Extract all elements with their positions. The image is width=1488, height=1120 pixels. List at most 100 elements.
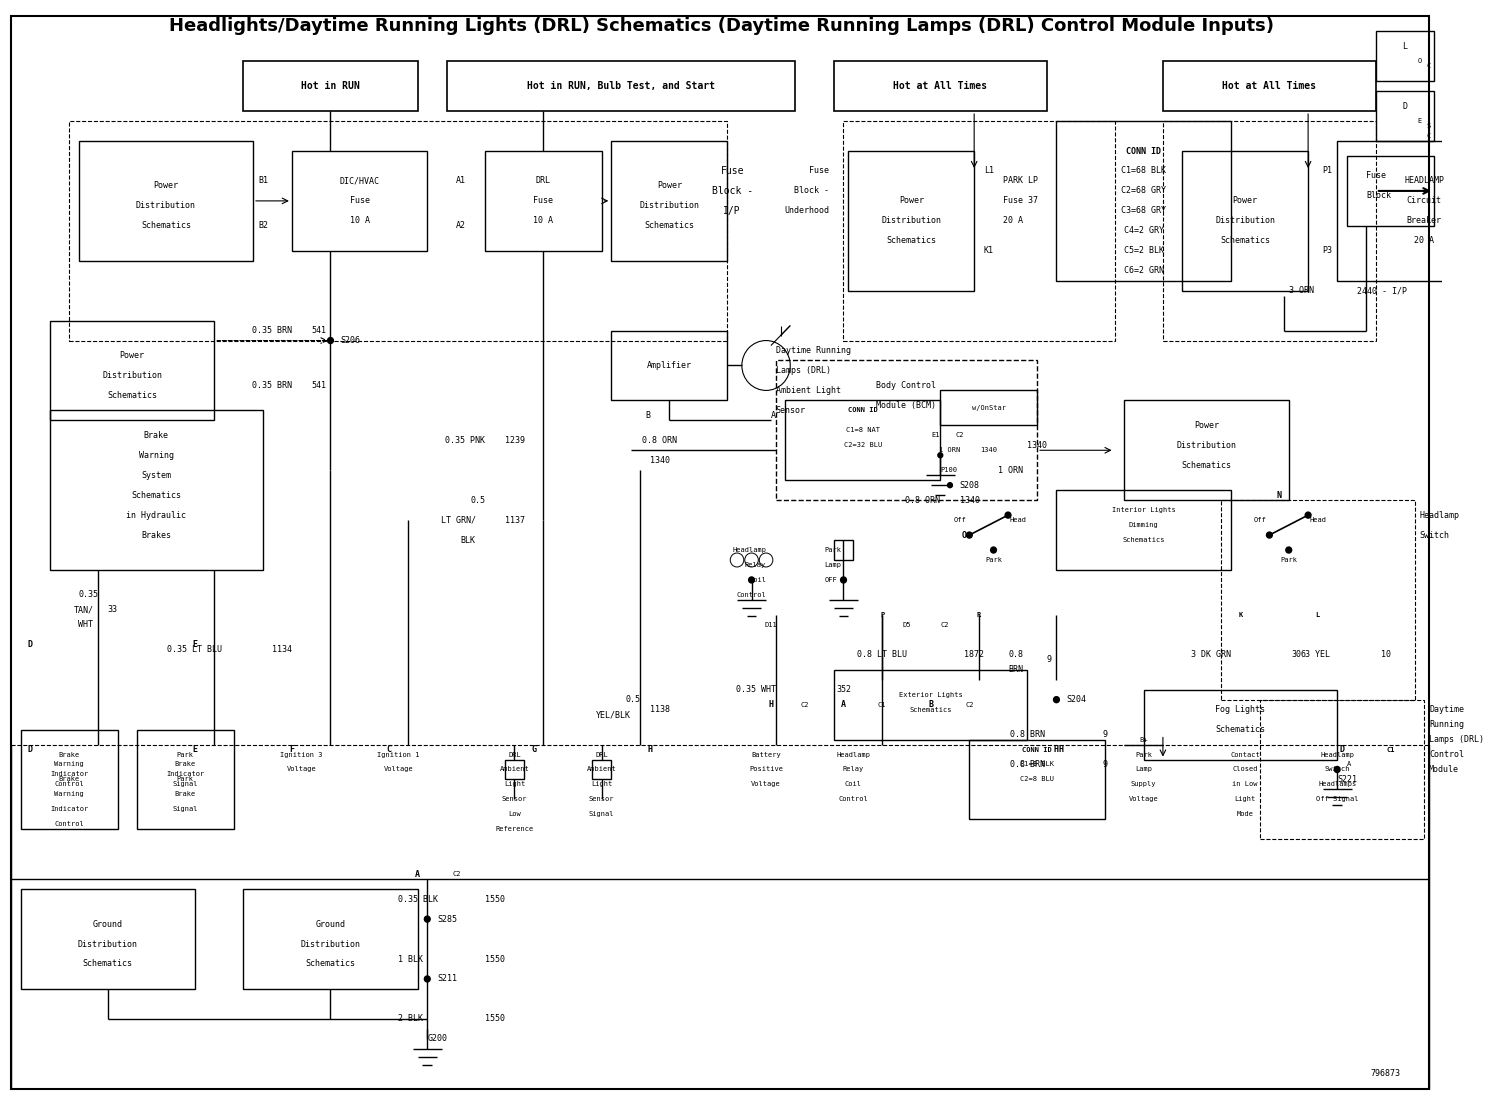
- Text: 0.35: 0.35: [79, 590, 98, 599]
- Circle shape: [1054, 697, 1059, 702]
- Text: C2: C2: [452, 871, 461, 877]
- Text: 20 A: 20 A: [1003, 216, 1024, 225]
- Text: C4=2 GRY: C4=2 GRY: [1123, 226, 1164, 235]
- Text: Power: Power: [153, 181, 179, 190]
- Bar: [1222, 501, 1415, 700]
- Text: Closed: Closed: [1232, 766, 1257, 773]
- Text: Distribution: Distribution: [77, 940, 138, 949]
- Text: C1=8 BLK: C1=8 BLK: [1021, 762, 1054, 767]
- Text: in Hydraulic: in Hydraulic: [126, 511, 186, 520]
- Text: P1: P1: [1323, 167, 1333, 176]
- Text: Fuse: Fuse: [533, 196, 554, 205]
- Bar: [612, 141, 728, 261]
- Text: 1872: 1872: [964, 651, 984, 660]
- Bar: [446, 62, 795, 111]
- Bar: [844, 121, 1115, 340]
- Text: C2: C2: [801, 701, 809, 708]
- Text: CONN ID: CONN ID: [1126, 147, 1161, 156]
- Text: Low: Low: [507, 811, 521, 818]
- Text: BRN: BRN: [1007, 665, 1024, 674]
- Text: Schematics: Schematics: [644, 222, 695, 231]
- Text: 20 A: 20 A: [1414, 236, 1434, 245]
- Text: Voltage: Voltage: [287, 766, 317, 773]
- Text: Brake: Brake: [58, 752, 80, 757]
- Bar: [833, 540, 853, 560]
- Bar: [786, 400, 940, 480]
- Text: 3 YEL: 3 YEL: [1305, 651, 1330, 660]
- Text: Headlamps: Headlamps: [1318, 782, 1356, 787]
- Bar: [292, 151, 427, 251]
- Text: Reference: Reference: [496, 827, 534, 832]
- Circle shape: [1006, 512, 1010, 519]
- Text: Brake: Brake: [174, 762, 196, 767]
- Text: Distribution: Distribution: [1216, 216, 1275, 225]
- Bar: [940, 391, 1037, 426]
- Text: 0.8 BRN: 0.8 BRN: [1010, 760, 1045, 769]
- Text: Schematics: Schematics: [107, 391, 158, 400]
- Bar: [1056, 121, 1231, 281]
- Text: S: S: [1427, 123, 1431, 129]
- Text: Mode: Mode: [1237, 811, 1254, 818]
- Circle shape: [948, 483, 952, 487]
- Text: 10 A: 10 A: [533, 216, 554, 225]
- Text: 0.8: 0.8: [1007, 651, 1024, 660]
- Text: Schematics: Schematics: [909, 707, 952, 712]
- Text: C2=32 BLU: C2=32 BLU: [844, 442, 882, 448]
- Text: 0.35 LT BLU: 0.35 LT BLU: [168, 645, 223, 654]
- Text: DRL: DRL: [507, 752, 521, 757]
- Text: Lamps (DRL): Lamps (DRL): [1428, 735, 1484, 744]
- Text: Control: Control: [838, 796, 868, 802]
- Text: 33: 33: [107, 606, 118, 615]
- Text: 1340: 1340: [981, 447, 997, 454]
- Text: G200: G200: [427, 1034, 448, 1044]
- Text: Ignition 3: Ignition 3: [280, 752, 323, 757]
- Text: Indicator: Indicator: [51, 772, 88, 777]
- Text: Sensor: Sensor: [589, 796, 615, 802]
- Text: BLK: BLK: [461, 535, 476, 544]
- Text: CONN ID: CONN ID: [1022, 747, 1052, 753]
- Text: Interior Lights: Interior Lights: [1112, 507, 1176, 513]
- Text: Sensor: Sensor: [501, 796, 527, 802]
- Text: 0.35 BLK: 0.35 BLK: [399, 895, 439, 904]
- Text: C2=68 GRY: C2=68 GRY: [1120, 186, 1167, 195]
- Text: Underhood: Underhood: [784, 206, 829, 215]
- Circle shape: [966, 532, 972, 538]
- Text: Coil: Coil: [845, 782, 862, 787]
- Text: A1: A1: [457, 177, 466, 186]
- Text: Ignition 1: Ignition 1: [376, 752, 420, 757]
- Text: S285: S285: [437, 915, 457, 924]
- Bar: [1338, 141, 1488, 281]
- Text: S204: S204: [1065, 696, 1086, 704]
- Text: B2: B2: [257, 222, 268, 231]
- Text: Hot at All Times: Hot at All Times: [893, 81, 988, 91]
- Bar: [1376, 91, 1434, 141]
- Text: H: H: [1054, 745, 1059, 754]
- Text: H: H: [1059, 745, 1064, 754]
- Text: Brake: Brake: [58, 776, 80, 783]
- Text: 1340: 1340: [960, 496, 979, 505]
- Bar: [244, 889, 418, 989]
- Text: Power: Power: [899, 196, 924, 205]
- Text: 1 BLK: 1 BLK: [399, 954, 423, 963]
- Text: OFF: OFF: [824, 577, 836, 582]
- Text: E1: E1: [931, 432, 940, 438]
- Text: Block -: Block -: [795, 186, 829, 195]
- Text: F: F: [289, 745, 295, 754]
- Text: 2440 - I/P: 2440 - I/P: [1357, 287, 1406, 296]
- Text: Module (BCM): Module (BCM): [876, 401, 936, 410]
- Text: in Low: in Low: [1232, 782, 1257, 787]
- Text: C1: C1: [878, 701, 887, 708]
- Text: C1=8 NAT: C1=8 NAT: [845, 428, 879, 433]
- Text: Ambient: Ambient: [586, 766, 616, 773]
- Text: Control: Control: [54, 782, 83, 787]
- Text: C2: C2: [955, 432, 964, 438]
- Bar: [21, 889, 195, 989]
- Text: Ambient: Ambient: [500, 766, 530, 773]
- Text: C2=8 BLU: C2=8 BLU: [1021, 776, 1054, 783]
- Text: O: O: [1417, 58, 1421, 64]
- Text: HEADLAMP: HEADLAMP: [1405, 177, 1445, 186]
- Text: D: D: [1339, 745, 1345, 754]
- Text: P3: P3: [1323, 246, 1333, 255]
- Bar: [592, 759, 612, 780]
- Bar: [68, 121, 728, 340]
